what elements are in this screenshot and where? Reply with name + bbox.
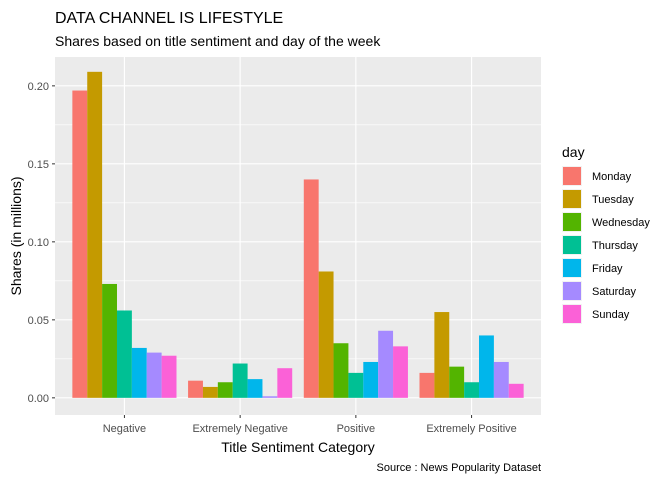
- y-tick-label: 0.20: [28, 81, 49, 93]
- bar: [131, 347, 147, 398]
- bar: [493, 361, 509, 398]
- x-tick-label: Positive: [337, 423, 376, 435]
- x-tick-label: Extremely Positive: [426, 423, 516, 435]
- bar: [333, 343, 349, 398]
- y-tick-label: 0.05: [28, 315, 49, 327]
- legend-title: day: [562, 144, 585, 160]
- x-axis: Negative Extremely Negative Positive Extrem…: [103, 415, 517, 435]
- legend-swatch: [563, 167, 581, 185]
- bar: [232, 363, 248, 398]
- legend-label: Monday: [592, 171, 632, 183]
- y-tick-label: 0.00: [28, 393, 49, 405]
- legend-swatch: [563, 213, 581, 231]
- bar: [363, 361, 379, 398]
- bar: [419, 372, 435, 398]
- bar: [116, 310, 132, 398]
- bar: [262, 396, 278, 398]
- bar: [161, 355, 177, 398]
- bar: [102, 283, 117, 398]
- chart-caption: Source : News Popularity Dataset: [377, 462, 541, 474]
- y-axis-title: Shares (in millions): [8, 176, 24, 295]
- bar: [393, 346, 408, 398]
- legend-label: Wednesday: [592, 217, 650, 229]
- bar: [479, 335, 494, 398]
- bar: [146, 352, 162, 398]
- legend-label: Saturday: [592, 286, 637, 298]
- bar: [188, 380, 203, 398]
- legend-label: Tuesday: [592, 194, 634, 206]
- legend-swatch: [563, 236, 581, 254]
- legend-label: Friday: [592, 263, 623, 275]
- bar: [217, 382, 233, 398]
- bar: [378, 330, 394, 398]
- legend-label: Thursday: [592, 240, 638, 252]
- chart-subtitle: Shares based on title sentiment and day …: [55, 33, 381, 49]
- y-tick-label: 0.15: [28, 159, 49, 171]
- bar: [72, 90, 88, 398]
- bar: [434, 312, 450, 398]
- x-tick-label: Negative: [103, 423, 146, 435]
- bar: [303, 179, 319, 398]
- legend-swatch: [563, 305, 581, 323]
- legend-label: Sunday: [592, 309, 630, 321]
- bar: [87, 71, 103, 398]
- bar: [247, 379, 263, 398]
- bar: [277, 368, 293, 398]
- legend: day Monday Tuesday Wednesday Thursday Friday…: [562, 144, 650, 324]
- x-tick-label: Extremely Negative: [192, 423, 287, 435]
- bar: [508, 383, 524, 398]
- bar: [348, 372, 364, 398]
- bar: [464, 382, 480, 398]
- bar: [449, 366, 465, 398]
- y-axis: 0.00 0.05 0.10 0.15 0.20: [28, 81, 55, 405]
- legend-swatch: [563, 282, 581, 300]
- bars: [72, 71, 524, 398]
- chart-title: DATA CHANNEL IS LIFESTYLE: [55, 10, 283, 27]
- y-tick-label: 0.10: [28, 237, 49, 249]
- legend-swatch: [563, 190, 581, 208]
- x-axis-title: Title Sentiment Category: [221, 439, 375, 455]
- bar: [318, 271, 334, 398]
- bar: [202, 386, 218, 398]
- legend-swatch: [563, 259, 581, 277]
